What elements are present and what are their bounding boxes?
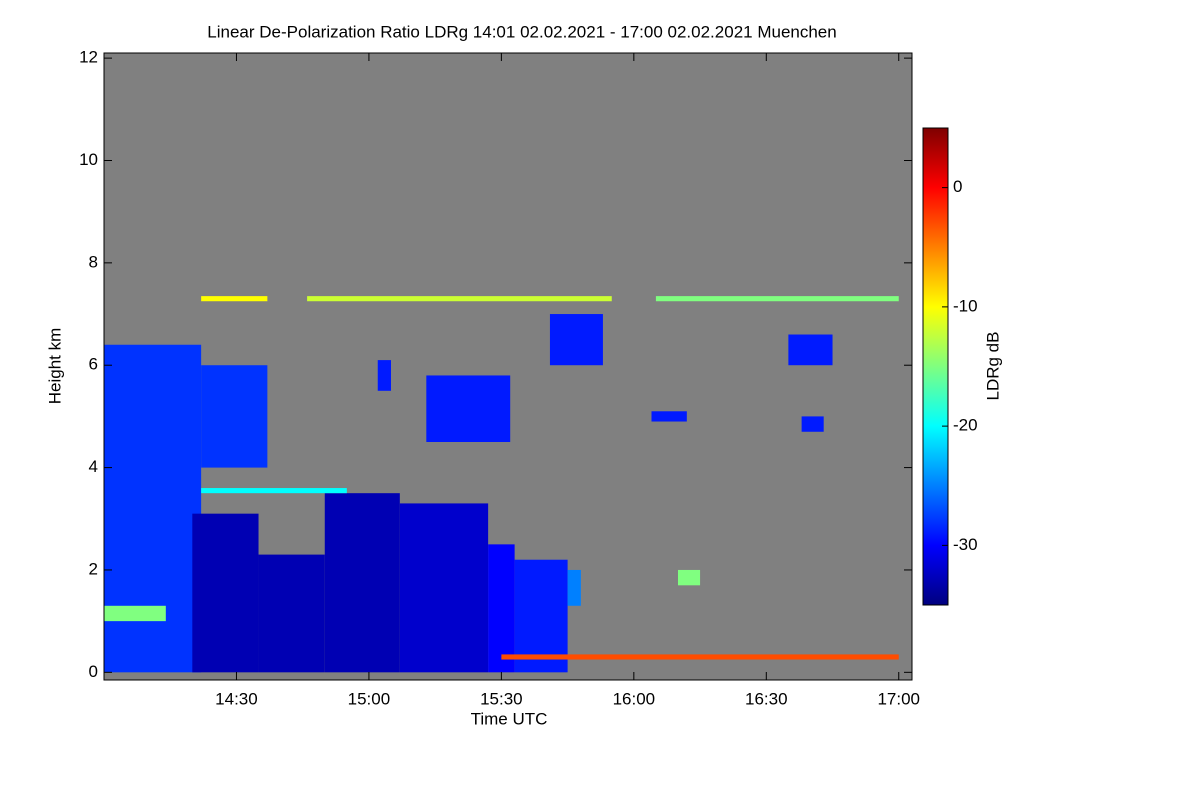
data-cell (426, 375, 511, 442)
data-cell (307, 296, 612, 302)
chart-title: Linear De-Polarization Ratio LDRg 14:01 … (207, 22, 836, 41)
x-tick-label: 14:30 (215, 689, 258, 708)
y-tick-label: 8 (89, 252, 98, 271)
data-cell (549, 314, 603, 366)
colorbar (922, 127, 949, 606)
colorbar-tick-label: -30 (953, 535, 978, 554)
data-cell (377, 360, 391, 391)
x-tick-label: 16:30 (745, 689, 788, 708)
data-cell (788, 334, 833, 366)
y-tick-label: 6 (89, 355, 98, 374)
data-cell (258, 554, 325, 673)
colorbar-tick-label: -20 (953, 416, 978, 435)
plot-frame (103, 52, 913, 681)
colorbar-tick-label: -10 (953, 296, 978, 315)
data-cell (514, 559, 568, 673)
data-cell (192, 513, 259, 673)
data-cell (501, 654, 899, 660)
colorbar-tick-label: 0 (953, 177, 962, 196)
x-tick-label: 15:30 (480, 689, 523, 708)
data-cell (104, 605, 166, 622)
data-cell (201, 488, 347, 494)
data-cell (655, 296, 899, 302)
data-cell (324, 493, 400, 673)
x-tick-label: 17:00 (877, 689, 920, 708)
data-cell (201, 296, 268, 302)
y-axis-label: Height km (45, 328, 64, 405)
x-tick-label: 15:00 (348, 689, 391, 708)
y-tick-label: 0 (89, 662, 98, 681)
data-cell (801, 416, 824, 432)
y-tick-label: 2 (89, 559, 98, 578)
x-axis-label: Time UTC (471, 709, 548, 728)
y-tick-label: 10 (79, 150, 98, 169)
data-cell (201, 365, 268, 468)
colorbar-label: LDRg dB (983, 332, 1002, 401)
y-tick-label: 12 (79, 48, 98, 67)
data-cell (651, 411, 687, 422)
data-cell (488, 544, 515, 673)
x-tick-label: 16:00 (613, 689, 656, 708)
data-cell (567, 569, 581, 606)
data-cell (104, 344, 202, 673)
y-tick-label: 4 (89, 457, 98, 476)
data-cell (399, 503, 489, 673)
data-cell (677, 569, 701, 586)
